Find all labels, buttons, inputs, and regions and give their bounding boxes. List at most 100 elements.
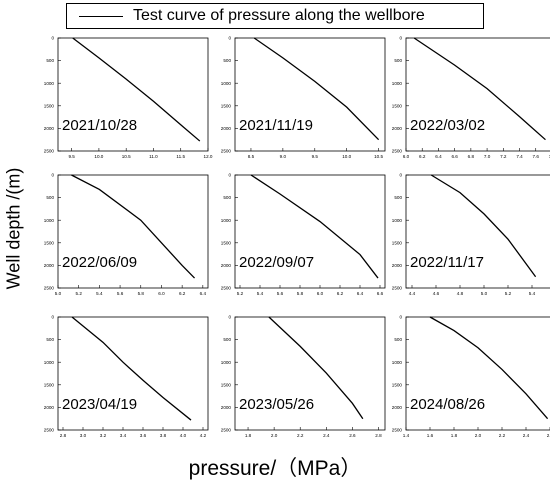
x-tick-label: 6.2 — [179, 291, 186, 296]
x-tick-label: 2.6 — [547, 433, 550, 438]
pressure-line — [413, 37, 546, 141]
y-tick-label: 500 — [394, 195, 402, 200]
y-tick-label: 2000 — [221, 263, 232, 268]
y-tick-label: 0 — [399, 315, 402, 320]
x-tick-label: 9.5 — [312, 154, 319, 159]
y-tick-label: 2500 — [392, 428, 403, 433]
x-tick-label: 2.8 — [60, 433, 67, 438]
y-tick-label: 2500 — [392, 149, 403, 154]
y-tick-label: 2000 — [44, 126, 55, 131]
x-tick-label: 4.4 — [409, 291, 416, 296]
x-tick-label: 4.6 — [433, 291, 440, 296]
y-tick-label: 2000 — [392, 263, 403, 268]
y-tick-label: 2500 — [221, 286, 232, 291]
y-tick-label: 500 — [46, 195, 54, 200]
x-tick-label: 5.6 — [117, 291, 124, 296]
panel-6: 050010001500200025004.44.64.85.05.25.45.… — [392, 173, 550, 296]
x-tick-label: 10.5 — [374, 154, 383, 159]
y-tick-label: 1000 — [392, 81, 403, 86]
pressure-line — [250, 174, 379, 279]
x-tick-label: 5.2 — [75, 291, 82, 296]
y-tick-label: 1500 — [44, 103, 55, 108]
y-tick-label: 500 — [394, 337, 402, 342]
x-tick-label: 5.6 — [277, 291, 284, 296]
date-label: 2022/11/17 — [410, 254, 484, 271]
x-tick-label: 7.4 — [516, 154, 523, 159]
x-tick-label: 1.8 — [245, 433, 252, 438]
x-tick-label: 4.2 — [200, 433, 207, 438]
x-tick-label: 4.0 — [180, 433, 187, 438]
x-tick-label: 11.0 — [149, 154, 158, 159]
y-tick-label: 500 — [223, 337, 231, 342]
date-label: 2023/04/19 — [62, 396, 137, 413]
panel-5: 0 500 1000 1500 2000 2500 5.2 5.4 5.6 5.8 6.0 6.2 6.… — [221, 173, 386, 296]
x-tick-label: 2.4 — [523, 433, 530, 438]
pressure-line — [71, 316, 192, 421]
y-tick-label: 1000 — [221, 81, 232, 86]
panel-1: 0 500 1000 1500 2000 2500 9.5 10.0 10.5 11.0 11.5 1… — [44, 36, 213, 159]
y-tick-label: 1000 — [392, 218, 403, 223]
pressure-line — [268, 316, 364, 420]
y-tick-label: 0 — [399, 36, 402, 41]
plot-frame — [405, 174, 550, 289]
x-tick-label: 6.4 — [357, 291, 364, 296]
x-tick-label: 3.6 — [140, 433, 147, 438]
y-tick-label: 0 — [228, 36, 231, 41]
panel-8: 0 500 1000 1500 2000 2500 1.8 2.0 2.2 2.4 2.6 2.8 20… — [221, 315, 386, 438]
y-tick-label: 0 — [228, 315, 231, 320]
x-tick-label: 10.0 — [94, 154, 103, 159]
plot-frame — [405, 37, 550, 152]
x-tick-label: 6.0 — [403, 154, 410, 159]
y-tick-label: 0 — [51, 36, 54, 41]
y-tick-label: 500 — [46, 58, 54, 63]
x-tick-label: 4.8 — [457, 291, 464, 296]
y-tick-label: 0 — [51, 173, 54, 178]
y-tick-label: 500 — [223, 195, 231, 200]
panel-2: 0 500 1000 1500 2000 2500 8.5 9.0 9.5 10.0 10.5 202… — [221, 36, 386, 159]
x-tick-label: 5.2 — [237, 291, 244, 296]
x-tick-label: 1.4 — [403, 433, 410, 438]
x-tick-label: 12.0 — [204, 154, 213, 159]
x-tick-label: 3.8 — [160, 433, 167, 438]
x-tick-label: 3.0 — [80, 433, 87, 438]
y-tick-label: 1500 — [221, 382, 232, 387]
x-tick-label: 7.8 — [549, 154, 550, 159]
x-tick-label: 6.2 — [419, 154, 426, 159]
x-tick-label: 3.2 — [100, 433, 107, 438]
y-tick-label: 1500 — [392, 103, 403, 108]
plot-frame — [234, 174, 386, 289]
pressure-line — [71, 174, 196, 279]
panel-7: 0 500 1000 1500 2000 2500 2.8 3.0 3.2 3.4 3.6 3.8 4.… — [44, 315, 209, 438]
plot-frame — [234, 37, 386, 152]
date-label: 2022/09/07 — [239, 254, 314, 271]
x-axis-label: pressure/（MPa） — [188, 457, 362, 480]
y-tick-label: 1500 — [392, 240, 403, 245]
x-tick-label: 6.0 — [158, 291, 165, 296]
x-tick-label: 6.6 — [451, 154, 458, 159]
y-tick-label: 0 — [51, 315, 54, 320]
y-tick-label: 2500 — [221, 149, 232, 154]
x-tick-label: 7.6 — [533, 154, 540, 159]
y-tick-label: 0 — [228, 173, 231, 178]
plot-frame — [57, 174, 209, 289]
x-tick-label: 2.0 — [475, 433, 482, 438]
x-tick-label: 2.6 — [349, 433, 356, 438]
x-tick-label: 5.0 — [55, 291, 62, 296]
y-tick-label: 2000 — [392, 405, 403, 410]
plot-frame — [57, 37, 209, 152]
x-tick-label: 9.5 — [68, 154, 75, 159]
x-tick-label: 2.4 — [323, 433, 330, 438]
x-tick-label: 5.4 — [529, 291, 536, 296]
plot-frame — [405, 316, 550, 431]
date-label: 2022/06/09 — [62, 254, 137, 271]
x-tick-label: 9.0 — [280, 154, 287, 159]
x-tick-label: 6.6 — [377, 291, 384, 296]
y-tick-label: 2500 — [44, 286, 55, 291]
x-tick-label: 6.2 — [337, 291, 344, 296]
x-tick-label: 11.5 — [176, 154, 185, 159]
y-tick-label: 1000 — [392, 360, 403, 365]
pressure-line — [72, 37, 201, 142]
y-tick-label: 2000 — [44, 405, 55, 410]
